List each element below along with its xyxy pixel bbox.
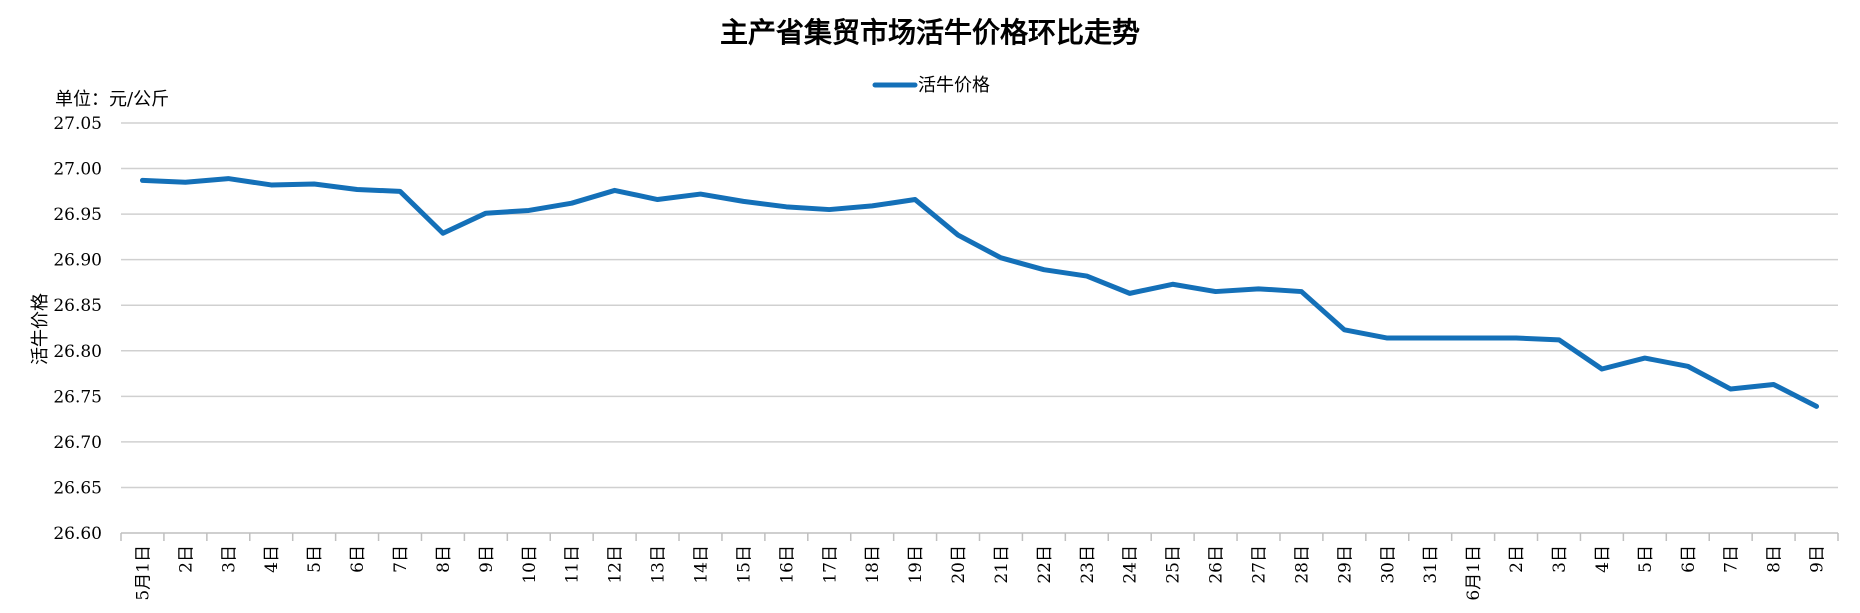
x-tick-label: 13日	[649, 545, 669, 584]
x-tick-label: 9日	[477, 545, 497, 573]
x-tick-label: 8日	[434, 545, 454, 573]
x-tick-label: 25日	[1164, 545, 1184, 584]
x-tick-label: 3日	[1550, 545, 1570, 573]
x-tick-label: 3日	[219, 545, 239, 573]
x-tick-label: 7日	[1722, 545, 1742, 573]
x-tick-label: 17日	[820, 545, 840, 584]
x-axis-ticks: 5月1日 2日 3日 4日 5日 6日 7日 8日 9日 10日 11日 12日 13日 14日 15日 16…	[133, 545, 1827, 601]
x-tick-label: 16日	[777, 545, 797, 584]
y-tick-label: 26.95	[53, 205, 102, 225]
x-tick-label: 10日	[520, 545, 540, 584]
gridlines	[121, 122, 1838, 489]
x-tick-label: 29日	[1335, 545, 1355, 584]
y-tick-label: 27.05	[53, 114, 102, 134]
chart-title: 主产省集贸市场活牛价格环比走势	[720, 16, 1140, 49]
y-tick-label: 26.75	[53, 387, 102, 407]
x-tick-label: 2日	[1507, 545, 1527, 573]
x-tick-label: 6日	[348, 545, 368, 573]
series-line	[139, 176, 1820, 409]
x-tick-label: 28日	[1292, 545, 1312, 584]
x-tick-label: 6日	[1679, 545, 1699, 573]
x-tick-label: 8日	[1765, 545, 1785, 573]
x-tick-label: 11日	[563, 545, 583, 584]
x-tick-label: 20日	[949, 545, 969, 584]
x-tick-label: 31日	[1421, 545, 1441, 584]
series	[139, 176, 1820, 409]
x-tick-label: 5日	[305, 545, 325, 573]
x-tick-label: 21日	[992, 545, 1012, 584]
x-tick-label: 12日	[606, 545, 626, 584]
x-tick-label: 14日	[691, 545, 711, 584]
y-tick-label: 26.80	[53, 342, 102, 362]
x-tick-label: 7日	[391, 545, 411, 573]
x-tick-label: 5月1日	[133, 545, 153, 601]
legend-label: 活牛价格	[918, 75, 990, 96]
x-tick-label: 6月1日	[1464, 545, 1484, 601]
x-tick-label: 5日	[1636, 545, 1656, 573]
x-tick-label: 4日	[262, 545, 282, 573]
x-tick-label: 2日	[176, 545, 196, 573]
x-tick-label: 24日	[1121, 545, 1141, 584]
x-tick-label: 4日	[1593, 545, 1613, 573]
y-axis-ticks: 26.60 26.65 26.70 26.75 26.80 26.85 26.90 26.95…	[53, 114, 102, 544]
x-tick-label: 18日	[863, 545, 883, 584]
unit-label: 单位：元/公斤	[55, 89, 169, 110]
y-tick-label: 26.60	[53, 524, 102, 544]
x-tick-label: 22日	[1035, 545, 1055, 584]
x-tick-label: 9日	[1808, 545, 1828, 573]
x-tick-label: 26日	[1207, 545, 1227, 584]
x-tick-label: 27日	[1250, 545, 1270, 584]
y-tick-label: 26.85	[53, 296, 102, 316]
x-tick-label: 15日	[734, 545, 754, 584]
y-axis-label: 活牛价格	[30, 293, 51, 365]
legend: 活牛价格	[872, 75, 990, 96]
y-tick-label: 26.90	[53, 251, 102, 271]
y-tick-label: 26.70	[53, 433, 102, 453]
y-tick-label: 27.00	[53, 160, 102, 180]
y-tick-label: 26.65	[53, 478, 102, 498]
x-tick-label: 23日	[1078, 545, 1098, 584]
x-axis	[120, 532, 1839, 541]
x-tick-label: 30日	[1378, 545, 1398, 584]
x-tick-label: 19日	[906, 545, 926, 584]
